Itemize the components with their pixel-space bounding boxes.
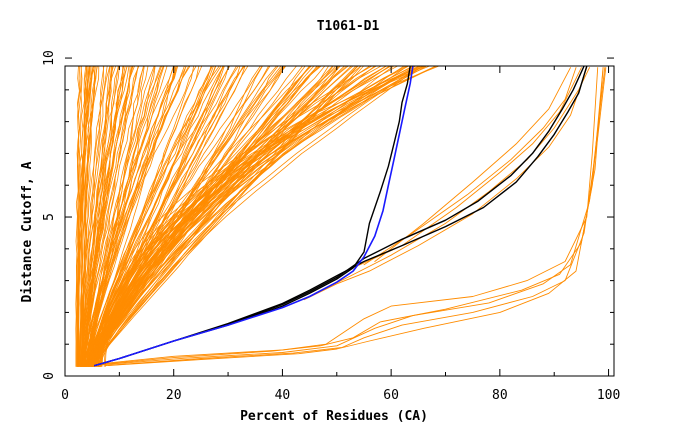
orange-curve [92,66,352,367]
x-tick-label: 80 [492,388,508,403]
plot-frame [64,65,615,377]
x-tick-label: 40 [275,388,291,403]
black-curve [94,66,588,367]
orange-curve [101,66,440,367]
orange-highlight-curve [108,67,604,366]
orange-curves [75,66,440,367]
x-axis-label: Percent of Residues (CA) [240,409,428,424]
blue-curves [94,66,414,367]
orange-curve [78,66,82,367]
orange-curve [99,66,427,367]
orange-curve [94,66,373,367]
orange-curve [101,66,422,367]
x-tick-label: 20 [166,388,182,403]
orange-highlight-curve [314,67,590,294]
orange-curve [82,66,162,367]
orange-curve [80,66,130,367]
x-tick-label: 60 [383,388,399,403]
orange-curve [99,66,425,367]
orange-highlight-curve [303,67,588,301]
orange-highlight-curve [374,67,571,262]
orange-highlight-curves [89,67,607,366]
orange-curve [88,66,161,367]
orange-curve [100,66,437,367]
orange-curve [88,66,318,367]
y-axis-label: Distance Cutoff, A [20,161,35,302]
orange-highlight-curve [363,67,577,266]
x-tick-label: 0 [61,388,69,403]
orange-curve [85,66,191,367]
y-tick-label: 10 [42,50,57,66]
orange-curve [86,66,287,367]
y-tick-label: 5 [42,213,57,221]
orange-curve [104,66,437,367]
orange-curve [86,66,213,367]
orange-curve [83,66,168,367]
y-tick-label: 0 [42,372,57,380]
orange-curve [99,66,421,367]
orange-curve [97,66,417,367]
orange-curve [79,66,108,367]
orange-curve [99,66,427,367]
orange-curve [92,66,415,367]
x-tick-label: 100 [597,388,620,403]
orange-curve [88,66,156,367]
orange-curve [78,66,113,367]
orange-curve [92,66,362,367]
chart-title: T1061-D1 [317,19,380,34]
orange-curve [99,66,424,367]
orange-curve [83,66,125,367]
orange-curve [83,66,120,367]
orange-curve [97,66,414,367]
axis-ticks: 0 20 40 60 80 100 0 5 10 [42,50,620,403]
orange-curve [97,66,425,367]
blue-curve [94,66,414,367]
orange-curve [76,66,88,367]
orange-curve [77,66,92,367]
orange-curve [98,66,430,367]
